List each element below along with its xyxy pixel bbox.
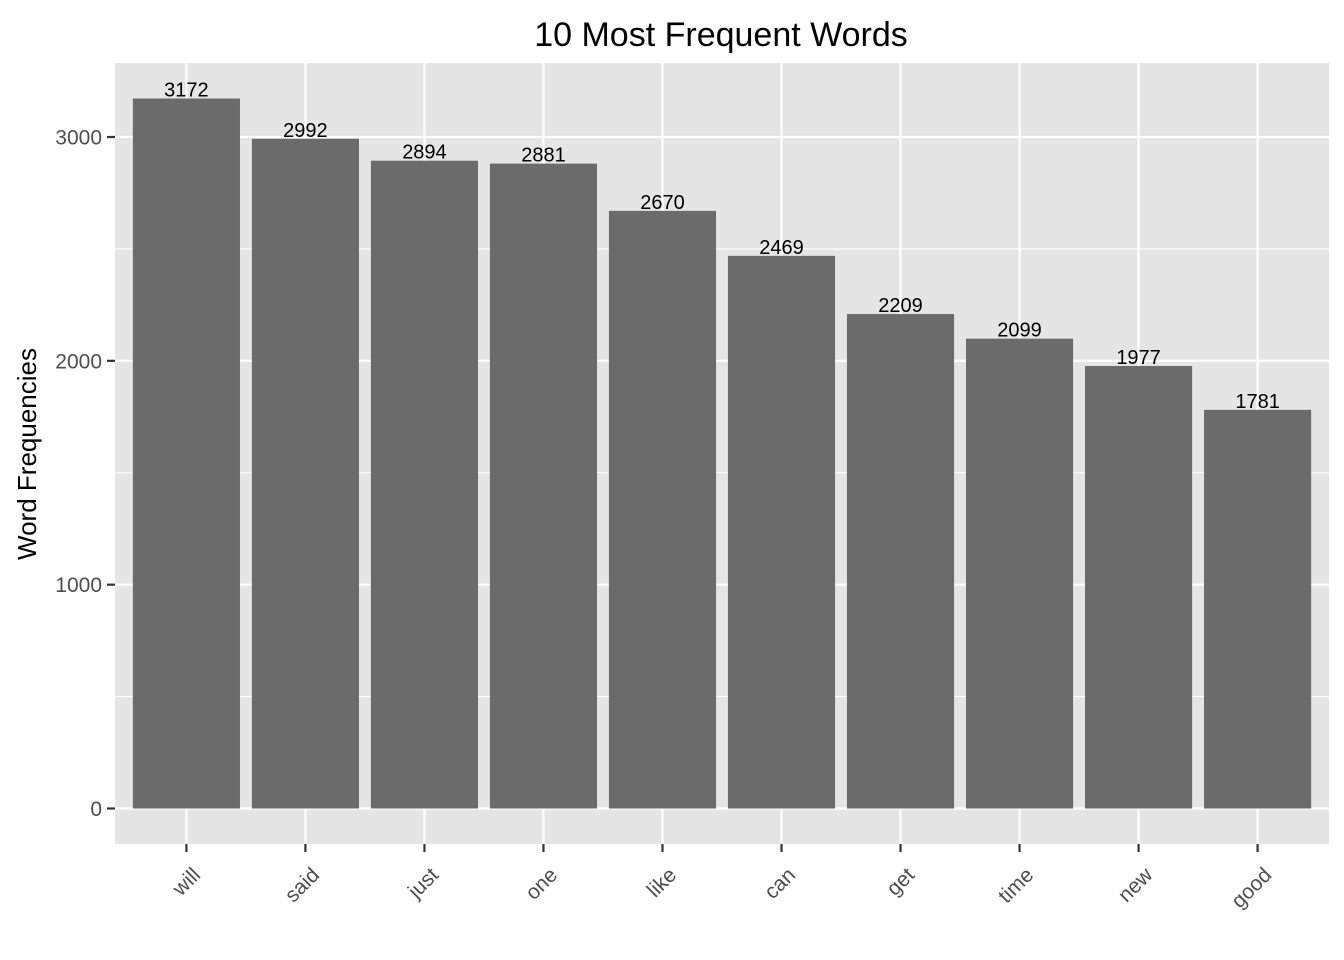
- bar: [965, 338, 1074, 809]
- data-label: 2881: [521, 145, 566, 167]
- y-tick-label: 1000: [55, 574, 102, 597]
- data-label: 1781: [1235, 391, 1280, 413]
- data-label: 2099: [997, 320, 1042, 342]
- bar: [727, 255, 836, 809]
- data-label: 3172: [164, 80, 209, 102]
- bar: [846, 314, 955, 809]
- bar: [608, 210, 717, 809]
- bar: [1085, 365, 1193, 809]
- y-axis: 0 1000 2000 3000: [55, 126, 115, 821]
- data-label: 2670: [640, 192, 685, 214]
- y-axis-label: Word Frequencies: [12, 348, 42, 560]
- x-tick-label: new: [1114, 863, 1158, 907]
- x-tick-label: can: [760, 863, 800, 903]
- x-tick-label: one: [521, 863, 562, 904]
- data-label: 2209: [878, 295, 923, 317]
- y-tick-label: 2000: [55, 350, 102, 373]
- x-tick-label: will: [168, 863, 206, 901]
- x-tick-label: get: [882, 863, 919, 900]
- bar: [370, 160, 479, 809]
- x-tick-label: good: [1227, 863, 1276, 912]
- data-label: 1977: [1116, 347, 1161, 369]
- x-axis: will said just one like can get time new good: [168, 844, 1276, 913]
- chart-title: 10 Most Frequent Words: [534, 16, 908, 54]
- y-tick-label: 3000: [55, 126, 102, 149]
- x-tick-label: just: [403, 863, 443, 903]
- x-tick-label: time: [994, 863, 1038, 907]
- data-label: 2469: [759, 237, 804, 259]
- x-tick-label: said: [281, 863, 325, 907]
- data-label: 2992: [283, 120, 328, 142]
- bar: [1204, 409, 1312, 809]
- bar: [251, 138, 359, 809]
- bars: [132, 98, 1312, 809]
- bar: [489, 163, 598, 809]
- data-label: 2894: [402, 142, 447, 164]
- data-labels: 3172 2992 2894 2881 2670 2469 2209 2099 1977 1781: [164, 80, 1280, 413]
- x-tick-label: like: [643, 863, 682, 902]
- y-tick-label: 0: [90, 798, 102, 821]
- bar: [132, 98, 240, 809]
